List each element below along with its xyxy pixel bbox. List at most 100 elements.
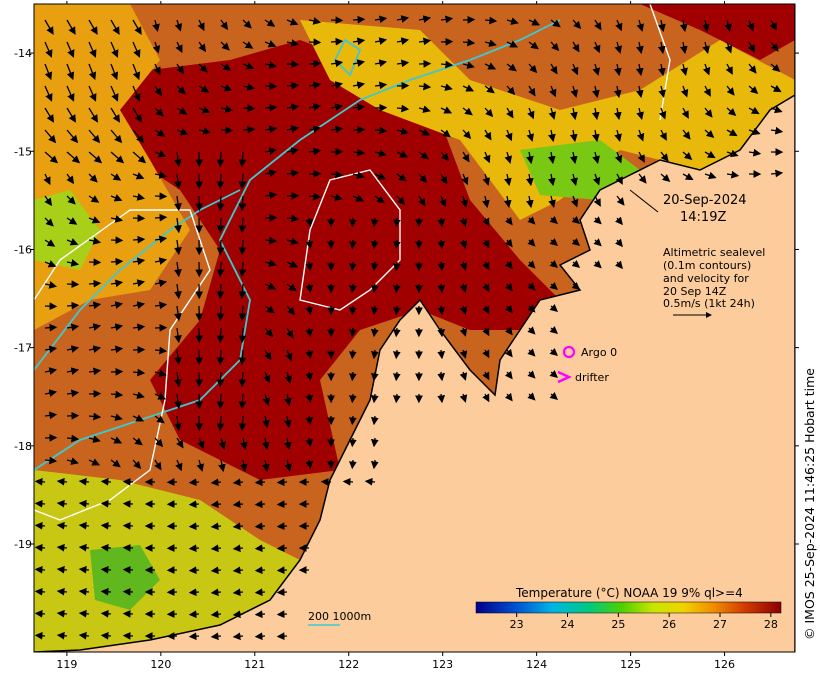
velocity-arrow: [238, 217, 247, 234]
velocity-arrow: [56, 543, 68, 552]
velocity-arrow: [238, 349, 247, 366]
velocity-arrow: [88, 323, 102, 331]
velocity-arrow: [132, 391, 145, 399]
velocity-arrow: [392, 371, 401, 382]
bathymetry-legend-label: 200 1000m: [308, 610, 371, 623]
velocity-arrow: [174, 349, 182, 366]
velocity-arrow: [748, 127, 761, 136]
velocity-arrow: [153, 63, 161, 76]
velocity-arrow: [701, 19, 710, 33]
velocity-arrow: [679, 19, 688, 33]
velocity-arrow: [770, 105, 783, 114]
lon-tick-label: 126: [714, 658, 735, 671]
velocity-arrow: [176, 63, 185, 75]
velocity-arrow: [66, 19, 76, 35]
velocity-arrow: [550, 41, 560, 52]
velocity-arrow: [638, 173, 647, 184]
velocity-arrow: [370, 217, 379, 228]
velocity-arrow: [305, 261, 314, 272]
velocity-arrow: [210, 478, 222, 487]
velocity-arrow: [88, 412, 102, 421]
sealevel-legend-line-5: 0.5m/s (1kt 24h): [663, 297, 755, 310]
velocity-arrow: [254, 478, 266, 487]
velocity-arrow: [276, 522, 288, 531]
velocity-arrow: [370, 459, 379, 470]
velocity-arrow: [110, 301, 124, 309]
velocity-arrow: [132, 19, 142, 35]
velocity-arrow: [592, 85, 600, 99]
velocity-arrow: [459, 217, 468, 227]
velocity-arrow: [34, 521, 46, 530]
velocity-arrow: [482, 305, 490, 315]
velocity-arrow: [264, 103, 278, 112]
velocity-arrow: [724, 41, 733, 54]
velocity-arrow: [370, 327, 379, 338]
velocity-arrow: [527, 216, 536, 225]
velocity-arrow: [154, 257, 168, 265]
velocity-arrow: [198, 63, 208, 73]
velocity-arrow: [679, 41, 688, 55]
velocity-arrow: [132, 63, 141, 81]
velocity-arrow: [418, 128, 431, 136]
velocity-arrow: [462, 107, 473, 116]
velocity-arrow: [56, 631, 68, 640]
lon-tick-label: 121: [244, 658, 265, 671]
velocity-arrow: [78, 587, 90, 596]
velocity-arrow: [188, 478, 200, 487]
velocity-arrow: [174, 217, 182, 234]
velocity-arrow: [100, 587, 112, 596]
velocity-arrow: [264, 259, 277, 267]
velocity-arrow: [635, 63, 644, 77]
velocity-arrow: [726, 85, 735, 96]
velocity-arrow: [88, 85, 97, 102]
velocity-arrow: [66, 238, 79, 246]
velocity-arrow: [681, 107, 689, 119]
lat-tick-label: -14: [14, 47, 32, 60]
velocity-arrow: [305, 415, 314, 426]
velocity-arrow: [635, 85, 644, 99]
velocity-arrow: [66, 323, 80, 332]
velocity-arrow: [614, 63, 622, 77]
velocity-arrow: [56, 477, 68, 486]
velocity-arrow: [352, 171, 365, 179]
velocity-arrow: [348, 437, 357, 448]
velocity-arrow: [418, 195, 426, 207]
velocity-arrow: [352, 194, 365, 202]
velocity-arrow: [88, 435, 101, 443]
colorbar: [475, 601, 782, 614]
velocity-arrow: [264, 169, 278, 177]
velocity-arrow: [238, 305, 247, 322]
velocity-arrow: [396, 195, 406, 206]
velocity-arrow: [591, 107, 600, 121]
velocity-arrow: [238, 371, 247, 388]
colorbar-tick-label: 24: [561, 618, 575, 631]
velocity-arrow: [547, 151, 556, 165]
velocity-arrow: [550, 63, 558, 75]
velocity-arrow: [276, 632, 288, 641]
velocity-arrow: [726, 170, 740, 179]
velocity-arrow: [44, 63, 53, 81]
velocity-arrow: [483, 151, 491, 164]
velocity-arrow: [660, 151, 669, 162]
velocity-arrow: [174, 261, 182, 278]
colorbar-tick-label: 25: [611, 618, 625, 631]
velocity-arrow: [240, 437, 248, 451]
velocity-arrow: [154, 279, 168, 287]
velocity-arrow: [550, 19, 561, 28]
velocity-arrow: [66, 107, 76, 123]
velocity-arrow: [216, 173, 225, 190]
velocity-arrow: [238, 415, 247, 432]
velocity-arrow: [232, 544, 244, 553]
colorbar-tick-label: 26: [662, 618, 676, 631]
colorbar-tick-label: 28: [764, 618, 778, 631]
velocity-arrow: [308, 192, 322, 201]
velocity-arrow: [66, 389, 80, 398]
velocity-arrow: [110, 129, 123, 144]
velocity-arrow: [704, 150, 716, 159]
velocity-arrow: [527, 282, 536, 291]
velocity-arrow: [440, 173, 448, 185]
velocity-arrow: [43, 173, 51, 186]
velocity-arrow: [66, 457, 79, 465]
velocity-arrow: [549, 391, 558, 401]
velocity-arrow: [549, 281, 558, 291]
